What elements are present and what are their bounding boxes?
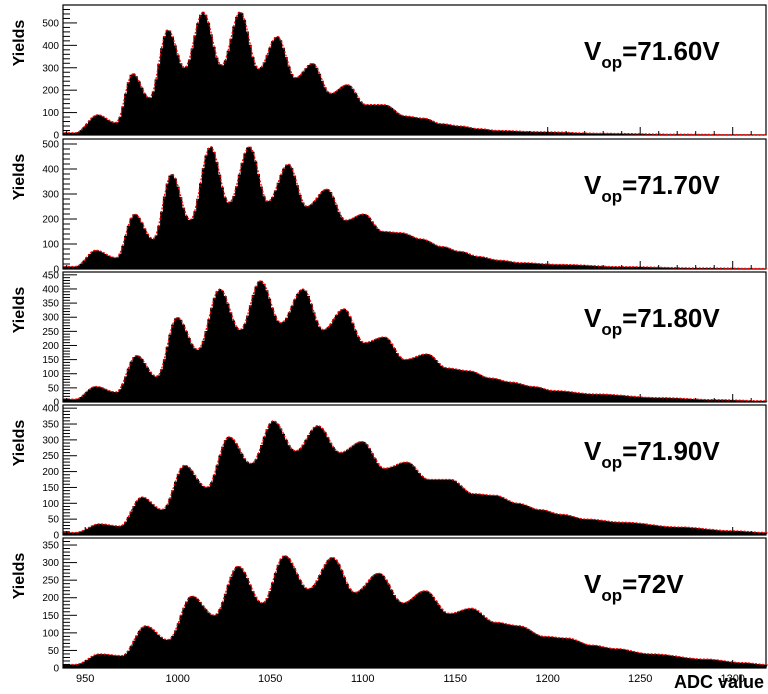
fit-curve — [64, 10, 767, 136]
voltage-annotation: Vop=72V — [584, 569, 684, 605]
y-tick-label: 250 — [42, 576, 59, 587]
x-tick-label: 1000 — [165, 673, 189, 685]
y-tick-label: 150 — [42, 483, 59, 494]
panel-1: 0 100 200 300 400 500 Yields Vop=71.60V — [11, 4, 768, 142]
histogram-area — [63, 555, 768, 668]
histogram-area — [63, 11, 768, 136]
y-tick-label: 200 — [42, 593, 59, 604]
voltage-annotation: Vop=71.70V — [584, 170, 720, 206]
panel-2: 0 100 200 300 400 500 Yields Vop=71.70V — [11, 138, 768, 276]
y-tick-label: 100 — [42, 499, 59, 510]
y-tick-label: 0 — [53, 131, 59, 142]
y-tick-label: 350 — [42, 420, 59, 431]
y-tick-label: 400 — [42, 165, 59, 176]
y-tick-label: 250 — [42, 451, 59, 462]
y-tick-label: 300 — [42, 558, 59, 569]
panel-4: 0 50 100 150 200 250 300 350 400 Yields Vop=71.90V — [11, 404, 768, 542]
y-axis-label: Yields — [11, 420, 28, 467]
y-tick-label: 400 — [42, 284, 59, 295]
y-tick-label: 0 — [53, 664, 59, 675]
y-tick-label: 400 — [42, 41, 59, 52]
fit-curve — [64, 420, 767, 534]
y-axis-label: Yields — [11, 553, 28, 600]
y-tick-label: 0 — [53, 398, 59, 409]
y-tick-label: 300 — [42, 190, 59, 201]
y-tick-label: 300 — [42, 313, 59, 324]
y-axis-label: Yields — [11, 20, 28, 67]
y-tick-label: 50 — [48, 646, 60, 657]
fit-curve — [64, 555, 767, 666]
y-tick-label: 200 — [42, 467, 59, 478]
x-tick-label: 950 — [76, 673, 94, 685]
y-tick-label: 150 — [42, 611, 59, 622]
y-tick-label: 200 — [42, 86, 59, 97]
y-tick-label: 100 — [42, 108, 59, 119]
y-tick-label: 0 — [53, 531, 59, 542]
y-tick-label: 100 — [42, 369, 59, 380]
y-tick-label: 300 — [42, 435, 59, 446]
y-tick-label: 50 — [48, 383, 60, 394]
voltage-annotation: Vop=71.80V — [584, 303, 720, 339]
y-axis-label: Yields — [11, 154, 28, 201]
panel-3: 0 50 100 150 200 250 300 350 400 450 Yields Vop=71.… — [11, 270, 768, 409]
x-tick-label: 1300 — [720, 673, 744, 685]
y-tick-label: 0 — [53, 265, 59, 276]
y-tick-label: 150 — [42, 355, 59, 366]
y-tick-label: 250 — [42, 327, 59, 338]
y-tick-label: 50 — [48, 515, 60, 526]
y-tick-label: 500 — [42, 140, 59, 151]
y-tick-label: 350 — [42, 541, 59, 552]
voltage-annotation: Vop=71.60V — [584, 36, 720, 72]
voltage-annotation: Vop=71.90V — [584, 436, 720, 472]
x-tick-label: 1250 — [628, 673, 652, 685]
y-tick-label: 200 — [42, 215, 59, 226]
y-tick-label: 400 — [42, 404, 59, 415]
y-axis-label: Yields — [11, 287, 28, 334]
x-axis: 950 1000 1050 1100 1150 1200 1250 1300 — [76, 673, 745, 685]
panel-5: 0 50 100 150 200 250 300 350 Yields Vop=72V — [11, 537, 768, 675]
x-tick-label: 1100 — [351, 673, 375, 685]
y-tick-label: 350 — [42, 299, 59, 310]
fit-curve — [64, 279, 767, 402]
x-tick-label: 1050 — [258, 673, 282, 685]
histogram-area — [63, 280, 768, 402]
fit-curve — [64, 145, 767, 270]
y-tick-label: 500 — [42, 18, 59, 29]
y-tick-label: 450 — [42, 270, 59, 281]
y-tick-label: 200 — [42, 341, 59, 352]
x-tick-label: 1200 — [535, 673, 559, 685]
x-tick-label: 1150 — [443, 673, 467, 685]
y-tick-label: 100 — [42, 628, 59, 639]
y-tick-label: 100 — [42, 240, 59, 251]
y-tick-label: 300 — [42, 63, 59, 74]
x-axis-label: ADC value — [674, 672, 764, 692]
